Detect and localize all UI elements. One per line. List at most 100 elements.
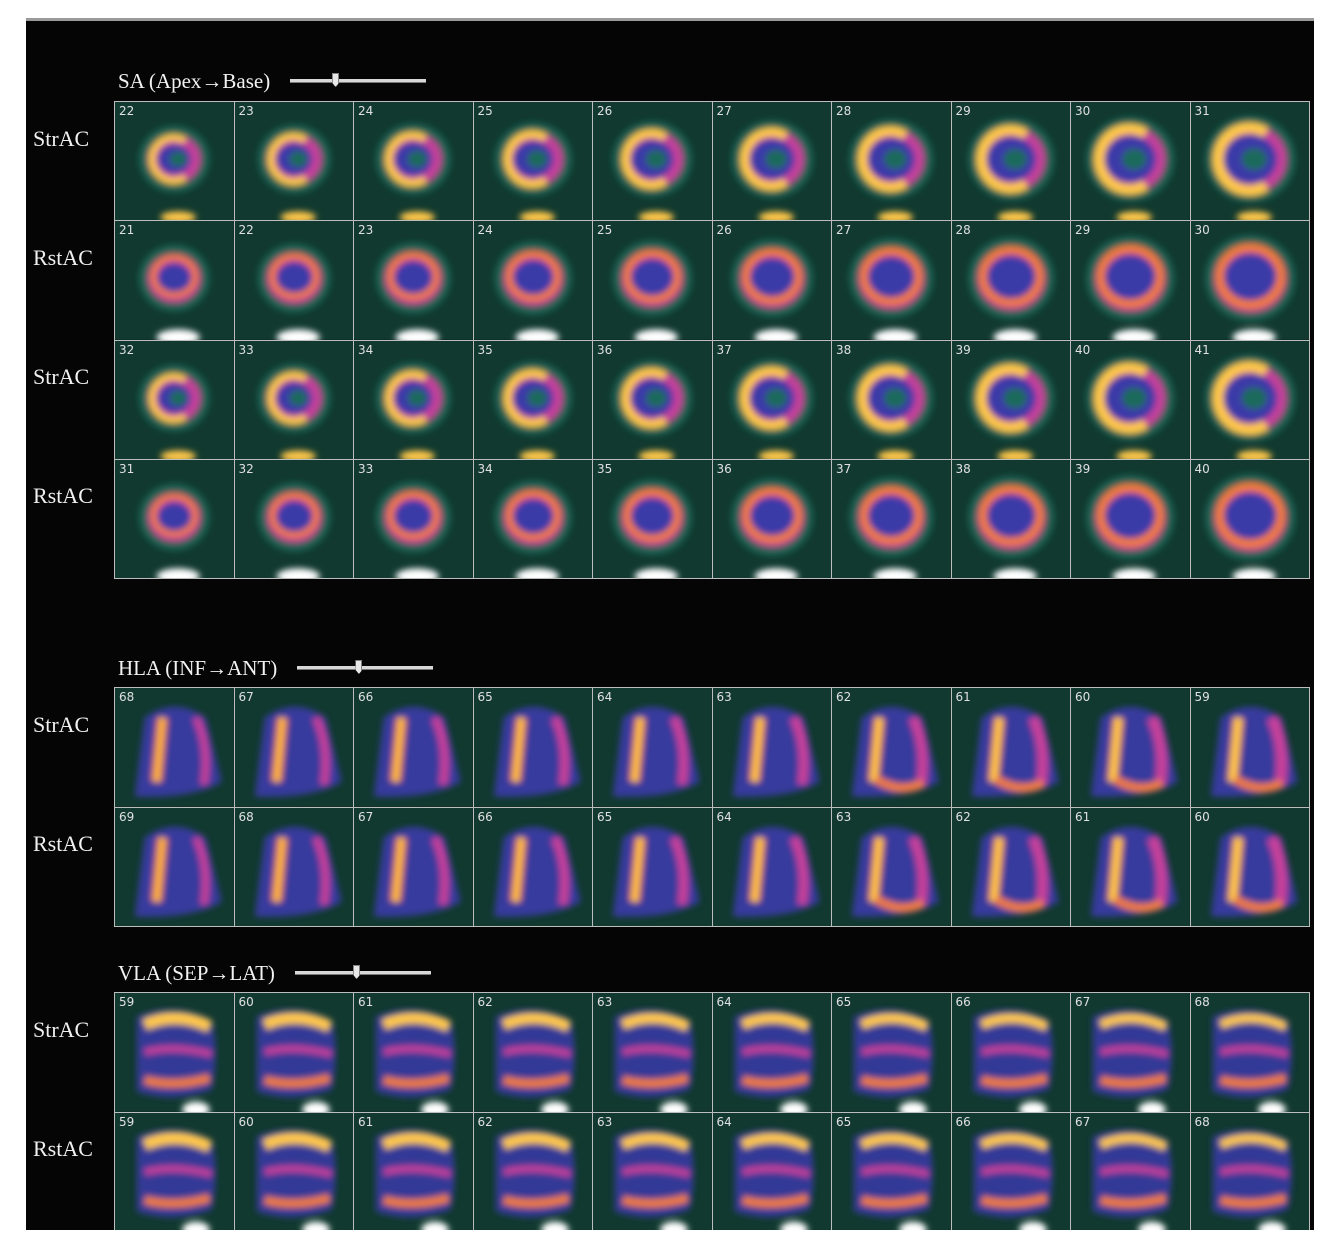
slice-number: 62 xyxy=(477,995,493,1009)
hla-slider-track[interactable] xyxy=(297,666,434,670)
sa-slice-tile[interactable]: 37 xyxy=(832,459,951,578)
hla-slider-thumb[interactable] xyxy=(355,660,363,674)
sa-slice-tile[interactable]: 22 xyxy=(234,221,353,340)
sa-slice-tile[interactable]: 35 xyxy=(473,340,592,459)
sa-slice-tile[interactable]: 32 xyxy=(234,459,353,578)
hla-slice-tile[interactable]: 66 xyxy=(354,688,473,807)
vla-slice-tile[interactable]: 60 xyxy=(234,993,353,1112)
sa-slice-tile[interactable]: 26 xyxy=(712,221,831,340)
vla-slice-slider[interactable] xyxy=(294,965,431,981)
vla-slider-thumb[interactable] xyxy=(353,965,361,979)
sa-slice-tile[interactable]: 35 xyxy=(593,459,712,578)
hla-slice-tile[interactable]: 65 xyxy=(593,807,712,926)
sa-slice-tile[interactable]: 40 xyxy=(1190,459,1309,578)
sa-slice-tile[interactable]: 34 xyxy=(473,459,592,578)
hla-slice-tile[interactable]: 62 xyxy=(951,807,1070,926)
vla-slice-tile[interactable]: 62 xyxy=(473,1112,592,1230)
sa-row-label-stress-2: StrAC xyxy=(33,364,90,389)
sa-slice-tile[interactable]: 27 xyxy=(712,102,831,221)
vla-slice-tile[interactable]: 67 xyxy=(1071,993,1190,1112)
hla-slice-tile[interactable]: 63 xyxy=(712,688,831,807)
hla-slice-tile[interactable]: 63 xyxy=(832,807,951,926)
sa-slice-tile[interactable]: 36 xyxy=(593,340,712,459)
sa-slice-tile[interactable]: 38 xyxy=(951,459,1070,578)
hla-slice-tile[interactable]: 60 xyxy=(1190,807,1309,926)
sa-slice-tile[interactable]: 23 xyxy=(234,102,353,221)
sa-slice-tile[interactable]: 25 xyxy=(473,102,592,221)
hla-slice-tile[interactable]: 65 xyxy=(473,688,592,807)
vla-slice-tile[interactable]: 63 xyxy=(593,1112,712,1230)
hla-slice-tile[interactable]: 66 xyxy=(473,807,592,926)
vla-slice-tile[interactable]: 64 xyxy=(712,993,831,1112)
vla-slice-tile[interactable]: 64 xyxy=(712,1112,831,1230)
sa-slice-tile[interactable]: 29 xyxy=(951,102,1070,221)
sa-slice-tile[interactable]: 32 xyxy=(115,340,234,459)
vla-slice-tile[interactable]: 68 xyxy=(1190,1112,1309,1230)
sa-slice-image xyxy=(354,340,473,459)
sa-slice-tile[interactable]: 31 xyxy=(1190,102,1309,221)
vla-slice-tile[interactable]: 66 xyxy=(951,1112,1070,1230)
slice-number: 65 xyxy=(477,690,493,704)
vla-slice-tile[interactable]: 59 xyxy=(115,993,234,1112)
sa-slice-tile[interactable]: 33 xyxy=(234,340,353,459)
sa-slice-tile[interactable]: 25 xyxy=(593,221,712,340)
sa-slice-tile[interactable]: 29 xyxy=(1071,221,1190,340)
sa-slice-slider[interactable] xyxy=(290,73,427,89)
sa-slice-tile[interactable]: 39 xyxy=(951,340,1070,459)
sa-slice-tile[interactable]: 41 xyxy=(1190,340,1309,459)
hla-slice-tile[interactable]: 68 xyxy=(115,688,234,807)
vla-slice-tile[interactable]: 61 xyxy=(354,1112,473,1230)
sa-slice-tile[interactable]: 31 xyxy=(115,459,234,578)
vla-slider-track[interactable] xyxy=(294,971,431,975)
vla-slice-tile[interactable]: 63 xyxy=(593,993,712,1112)
vla-slice-tile[interactable]: 65 xyxy=(832,993,951,1112)
vla-slice-tile[interactable]: 61 xyxy=(354,993,473,1112)
hla-slice-tile[interactable]: 67 xyxy=(354,807,473,926)
vla-slice-tile[interactable]: 60 xyxy=(234,1112,353,1230)
vla-slice-tile[interactable]: 62 xyxy=(473,993,592,1112)
sa-slice-tile[interactable]: 30 xyxy=(1071,102,1190,221)
hla-slice-tile[interactable]: 62 xyxy=(832,688,951,807)
hla-slice-tile[interactable]: 59 xyxy=(1190,688,1309,807)
hla-slice-tile[interactable]: 69 xyxy=(115,807,234,926)
sa-slice-tile[interactable]: 40 xyxy=(1071,340,1190,459)
sa-slice-tile[interactable]: 21 xyxy=(115,221,234,340)
sa-slice-image xyxy=(234,340,353,459)
sa-slice-tile[interactable]: 38 xyxy=(832,340,951,459)
slice-number: 36 xyxy=(716,461,732,476)
hla-slice-tile[interactable]: 61 xyxy=(1071,807,1190,926)
sa-slice-tile[interactable]: 36 xyxy=(712,459,831,578)
hla-slice-tile[interactable]: 60 xyxy=(1071,688,1190,807)
sa-slice-tile[interactable]: 27 xyxy=(832,221,951,340)
hla-slice-tile[interactable]: 64 xyxy=(712,807,831,926)
hla-slice-tile[interactable]: 64 xyxy=(593,688,712,807)
sa-slice-tile[interactable]: 34 xyxy=(354,340,473,459)
hla-slice-tile[interactable]: 61 xyxy=(951,688,1070,807)
vla-slice-tile[interactable]: 66 xyxy=(951,993,1070,1112)
sa-slice-tile[interactable]: 24 xyxy=(473,221,592,340)
hla-slice-tile[interactable]: 68 xyxy=(234,807,353,926)
vla-slice-tile[interactable]: 68 xyxy=(1190,993,1309,1112)
sa-slice-tile[interactable]: 37 xyxy=(712,340,831,459)
sa-slice-tile[interactable]: 39 xyxy=(1071,459,1190,578)
sa-slice-tile[interactable]: 33 xyxy=(354,459,473,578)
sa-slider-thumb[interactable] xyxy=(332,73,340,87)
vla-slice-image xyxy=(354,993,473,1112)
sa-slice-tile[interactable]: 28 xyxy=(832,102,951,221)
hla-slice-slider[interactable] xyxy=(297,660,434,676)
sa-slider-track[interactable] xyxy=(290,79,427,83)
sa-section-title: SA (Apex→Base) xyxy=(118,68,271,93)
vla-slice-tile[interactable]: 59 xyxy=(115,1112,234,1230)
vla-slice-tile[interactable]: 67 xyxy=(1071,1112,1190,1230)
vla-slice-tile[interactable]: 65 xyxy=(832,1112,951,1230)
sa-slice-tile[interactable]: 28 xyxy=(951,221,1070,340)
sa-row-label-stress-1: StrAC xyxy=(33,126,90,151)
sa-slice-tile[interactable]: 22 xyxy=(115,102,234,221)
slice-number: 61 xyxy=(1075,809,1091,824)
hla-slice-tile[interactable]: 67 xyxy=(234,688,353,807)
sa-slice-tile[interactable]: 24 xyxy=(354,102,473,221)
sa-slice-tile[interactable]: 23 xyxy=(354,221,473,340)
sa-slice-tile[interactable]: 30 xyxy=(1190,221,1309,340)
sa-slice-tile[interactable]: 26 xyxy=(593,102,712,221)
hla-section-title: HLA (INF→ANT) xyxy=(118,655,278,680)
